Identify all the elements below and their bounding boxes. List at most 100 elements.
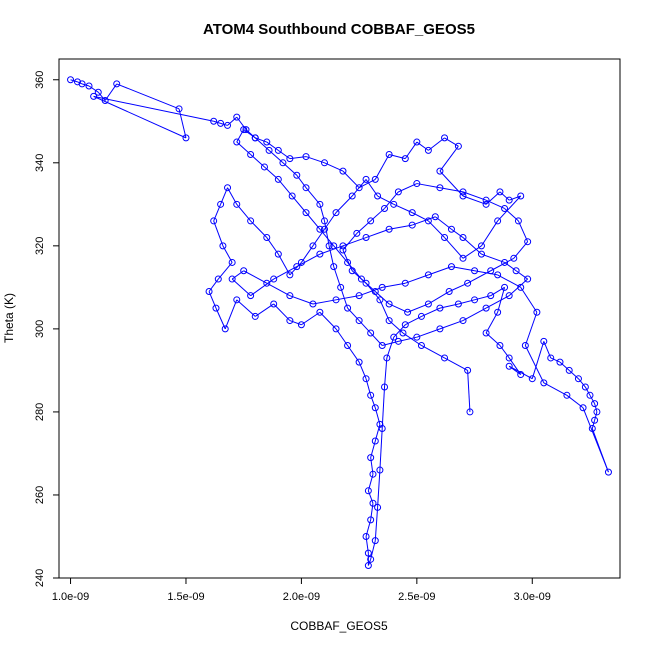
data-point [417,312,425,320]
data-point [344,304,352,312]
data-point [316,308,324,316]
data-point [505,292,513,300]
data-point [90,92,98,100]
data-point [408,221,416,229]
series-segment [289,320,302,326]
data-point [487,267,495,275]
series-segment [499,345,510,359]
data-point [348,267,356,275]
data-point [464,279,472,287]
data-point [73,78,81,86]
series-segment [255,137,267,143]
data-point [113,80,121,88]
data-point [217,200,225,208]
data-point [482,196,490,204]
data-point [205,288,213,296]
data-point [477,242,485,250]
series-segment [416,141,429,151]
series-segment [509,195,521,201]
data-point [175,105,183,113]
series-segment [594,403,598,413]
series-segment [386,337,395,359]
data-point [404,308,412,316]
data-point [459,188,467,196]
data-point [182,134,190,142]
series-segment [584,386,591,396]
series-segment [504,262,517,272]
series-segment [93,95,214,122]
x-tick-label: 1.0e-09 [52,591,89,603]
data-point [591,416,599,424]
series-segment [439,187,464,193]
data-point [332,296,340,304]
series-segment [266,282,291,297]
series-segment [367,490,374,504]
data-point [454,300,462,308]
data-point [563,391,571,399]
data-point [413,138,421,146]
series-segment [428,220,445,238]
series-segment [508,278,528,297]
data-point [357,275,365,283]
data-point [436,184,444,192]
data-point [394,337,402,345]
series-segment [462,191,487,201]
data-point [367,217,375,225]
series-segment [402,332,422,346]
series-line [70,79,609,566]
series-segment [428,266,452,276]
series-segment [335,195,353,213]
data-point [383,354,391,362]
data-point [224,121,232,129]
data-point [320,225,328,233]
series-segment [236,203,252,222]
data-point [471,267,479,275]
series-segment [77,81,83,85]
data-point [565,366,573,374]
data-point [371,437,379,445]
y-axis-label: Theta (K) [2,293,16,343]
data-point [270,300,278,308]
data-point [274,175,282,183]
data-point [441,354,449,362]
series-segment [485,312,499,334]
data-point [399,329,407,337]
y-tick-label: 340 [34,154,46,172]
series-segment [289,295,314,305]
data-point [424,271,432,279]
data-point [364,549,372,557]
data-point [286,155,294,163]
data-point [293,171,301,179]
series-segment [428,291,450,305]
data-point [447,263,455,271]
series-segment [439,170,464,197]
data-point [482,304,490,312]
data-point [240,267,248,275]
series-segment [481,220,499,247]
series-segment [296,174,307,189]
data-point [233,113,241,121]
data-point [247,292,255,300]
data-point [521,341,529,349]
series-segment [374,154,390,180]
data-point [78,80,86,88]
data-point [286,271,294,279]
series-segment [421,345,445,359]
data-point [394,188,402,196]
data-point [496,341,504,349]
data-point [466,408,474,416]
data-point [459,234,467,242]
data-point [579,404,587,412]
series-segment [517,220,529,242]
series-segment [407,303,429,313]
data-point [355,292,363,300]
series-segment [358,286,383,297]
x-tick-label: 3.0e-09 [514,591,551,603]
data-point [367,391,375,399]
series-segment [236,129,245,143]
data-point [233,138,241,146]
y-tick-label: 280 [34,403,46,421]
series-segment [81,83,90,87]
data-point [94,88,102,96]
data-point [240,126,248,134]
